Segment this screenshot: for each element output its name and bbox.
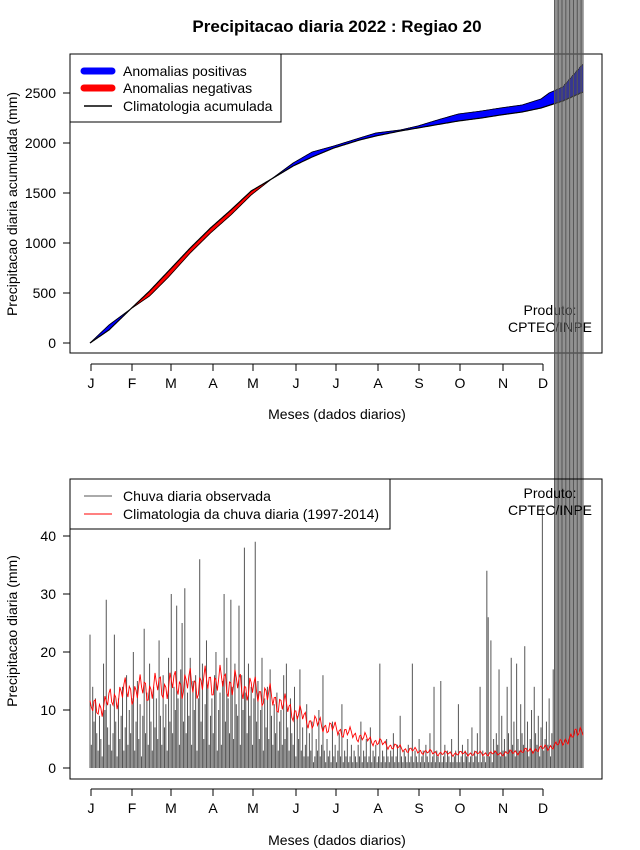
- bottom-x-tick-label: S: [414, 800, 423, 816]
- bottom-x-tick-label: M: [247, 800, 259, 816]
- top-x-tick-label: O: [455, 375, 466, 391]
- top-x-tick-label: J: [88, 375, 95, 391]
- bottom-x-tick-label: F: [128, 800, 137, 816]
- top-y-axis-label: Precipitacao diaria acumulada (mm): [4, 92, 20, 316]
- climatology-cumulative-line: [89, 91, 584, 344]
- top-y-tick-label: 1500: [25, 185, 56, 201]
- top-y-tick-label: 1000: [25, 235, 56, 251]
- bottom-y-tick-label: 20: [40, 644, 56, 660]
- bottom-x-tick-label: J: [293, 800, 300, 816]
- top-x-tick-label: D: [538, 375, 548, 391]
- top-product-label: Produto:: [524, 302, 577, 318]
- legend-label-climatology: Climatologia acumulada: [123, 98, 273, 114]
- bottom-x-tick-label: A: [208, 800, 218, 816]
- bottom-axes: J F M A M J J A S O N D 0 10 20 30 40: [40, 528, 548, 816]
- bottom-y-tick-label: 10: [40, 702, 56, 718]
- top-x-axis-label: Meses (dados diarios): [268, 406, 406, 422]
- bottom-product-source: CPTEC/INPE: [508, 502, 592, 518]
- chart-title: Precipitacao diaria 2022 : Regiao 20: [192, 17, 481, 36]
- legend-label-negative: Anomalias negativas: [123, 80, 252, 96]
- top-x-tick-label: A: [208, 375, 218, 391]
- bottom-y-axis-label: Precipitacao diaria (mm): [4, 555, 20, 707]
- top-x-tick-label: F: [128, 375, 137, 391]
- top-x-tick-label: M: [165, 375, 177, 391]
- bottom-x-tick-label: O: [455, 800, 466, 816]
- top-x-tick-label: J: [293, 375, 300, 391]
- bottom-x-tick-label: J: [88, 800, 95, 816]
- top-y-tick-label: 2000: [25, 135, 56, 151]
- bottom-y-tick-label: 40: [40, 528, 56, 544]
- bottom-x-tick-label: J: [333, 800, 340, 816]
- top-legend: Anomalias positivas Anomalias negativas …: [69, 53, 282, 123]
- bottom-legend: Chuva diaria observada Climatologia da c…: [69, 478, 391, 530]
- top-x-tick-label: N: [498, 375, 508, 391]
- legend-label-observed: Chuva diaria observada: [123, 488, 271, 504]
- bottom-y-tick-label: 30: [40, 586, 56, 602]
- bottom-x-tick-label: D: [538, 800, 548, 816]
- legend-label-positive: Anomalias positivas: [123, 63, 247, 79]
- bottom-legend-box: [69, 478, 391, 530]
- bottom-x-axis-label: Meses (dados diarios): [268, 832, 406, 848]
- daily-precipitation-chart: [89, 0, 584, 768]
- top-x-tick-label: J: [333, 375, 340, 391]
- top-axes: J F M A M J J A S O N D 0 500 1000 1500 2000 2500: [25, 85, 548, 391]
- bottom-x-tick-label: M: [165, 800, 177, 816]
- bottom-product-label: Produto:: [524, 485, 577, 501]
- daily-climatology-line: [89, 664, 584, 758]
- top-y-tick-label: 2500: [25, 85, 56, 101]
- top-x-tick-label: A: [373, 375, 383, 391]
- top-x-tick-label: S: [414, 375, 423, 391]
- bottom-x-tick-label: N: [498, 800, 508, 816]
- top-y-tick-label: 500: [33, 285, 57, 301]
- observed-cumulative-line: [89, 63, 584, 344]
- top-y-tick-label: 0: [48, 335, 56, 351]
- top-x-tick-label: M: [247, 375, 259, 391]
- bottom-x-tick-label: A: [373, 800, 383, 816]
- legend-label-daily-climatology: Climatologia da chuva diaria (1997-2014): [123, 506, 379, 522]
- bottom-y-tick-label: 0: [48, 760, 56, 776]
